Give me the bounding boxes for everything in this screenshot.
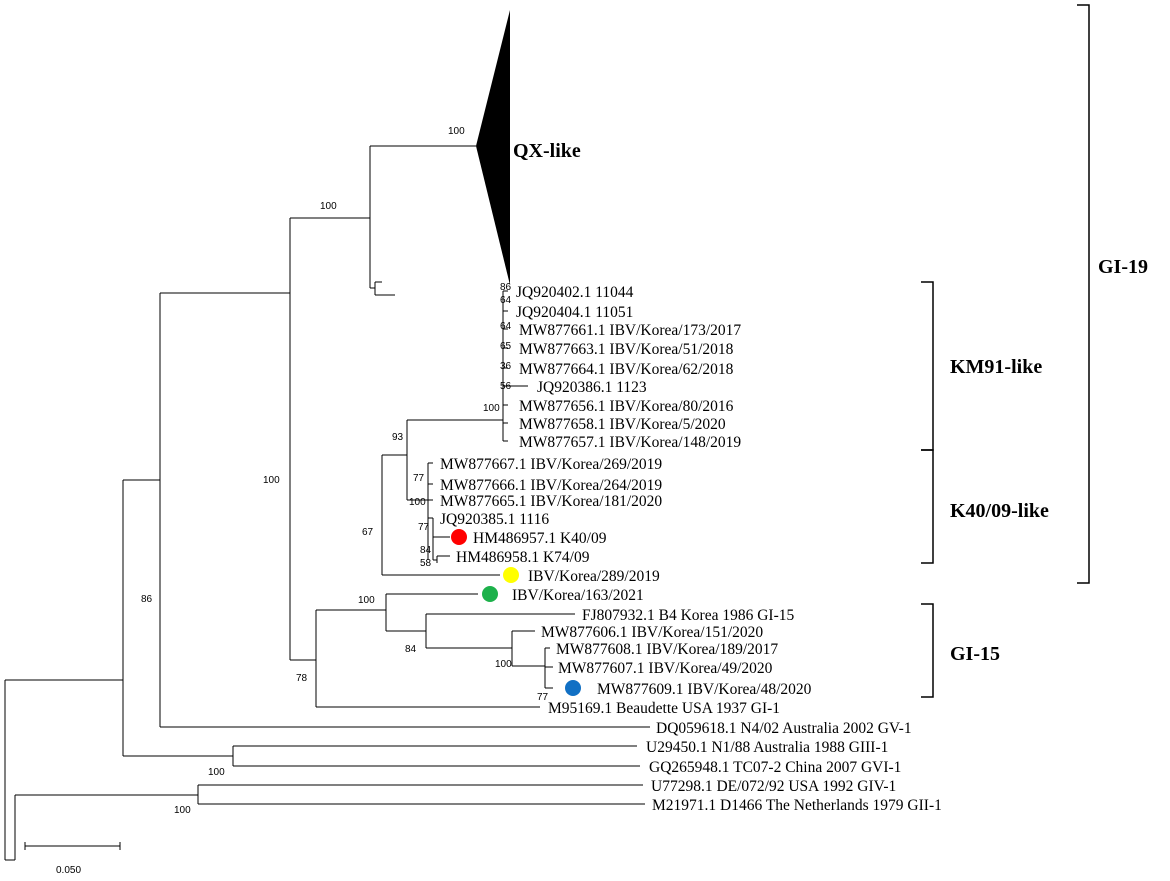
- bootstrap-value: 77: [418, 522, 430, 533]
- tip-label: MW877656.1 IBV/Korea/80/2016: [519, 398, 734, 415]
- bootstrap-value: 86: [500, 282, 512, 293]
- collapsed-clade-label: QX-like: [513, 140, 581, 162]
- tip-label: U77298.1 DE/072/92 USA 1992 GIV-1: [651, 778, 896, 795]
- blue-dot-marker: [565, 680, 581, 696]
- green-dot-marker: [482, 586, 498, 602]
- bootstrap-value: 64: [500, 321, 512, 332]
- bootstrap-value: 100: [263, 475, 280, 486]
- km91-like-label: KM91-like: [950, 356, 1042, 378]
- bootstrap-value: 64: [500, 295, 512, 306]
- tip-label: GQ265948.1 TC07-2 China 2007 GVI-1: [649, 759, 901, 776]
- tip-label: IBV/Korea/289/2019: [528, 568, 660, 585]
- k40-09-like-label: K40/09-like: [950, 500, 1049, 522]
- group-brackets: KM91-like K40/09-like GI-15 GI-19: [921, 4, 1148, 698]
- tip-label: DQ059618.1 N4/02 Australia 2002 GV-1: [656, 720, 912, 737]
- km91-like-bracket: [921, 281, 934, 451]
- bootstrap-values: 86 64 64 65 36 56 100 93 77 100 77 84 58…: [141, 201, 549, 816]
- red-dot-marker: [451, 529, 467, 545]
- bootstrap-value: 77: [413, 473, 425, 484]
- bootstrap-value: 84: [405, 644, 417, 655]
- bootstrap-value: 56: [500, 381, 512, 392]
- bootstrap-value: 100: [495, 659, 512, 670]
- tip-label: JQ920386.1 1123: [537, 379, 647, 396]
- bootstrap-value: 100: [448, 126, 465, 137]
- gi-15-label: GI-15: [950, 643, 1000, 665]
- bootstrap-value: 67: [362, 527, 374, 538]
- tip-label: MW877666.1 IBV/Korea/264/2019: [440, 477, 662, 494]
- tip-label: MW877663.1 IBV/Korea/51/2018: [519, 341, 734, 358]
- tip-label: MW877665.1 IBV/Korea/181/2020: [440, 493, 662, 510]
- tip-label: MW877607.1 IBV/Korea/49/2020: [558, 660, 773, 677]
- tip-label: HM486957.1 K40/09: [473, 530, 607, 547]
- gi-19-label: GI-19: [1098, 256, 1148, 278]
- tip-label: JQ920402.1 11044: [516, 284, 634, 301]
- tip-label: MW877661.1 IBV/Korea/173/2017: [519, 322, 741, 339]
- tip-label: MW877609.1 IBV/Korea/48/2020: [597, 681, 812, 698]
- bootstrap-value: 100: [409, 497, 426, 508]
- bootstrap-value: 84: [420, 545, 432, 556]
- tip-label: JQ920385.1 1116: [440, 511, 549, 528]
- gi-15-bracket: [921, 603, 934, 698]
- bootstrap-value: 100: [208, 767, 225, 778]
- tip-label: MW877657.1 IBV/Korea/148/2019: [519, 434, 741, 451]
- tip-label: MW877667.1 IBV/Korea/269/2019: [440, 456, 662, 473]
- bootstrap-value: 100: [483, 403, 500, 414]
- tip-label: M95169.1 Beaudette USA 1937 GI-1: [548, 700, 780, 717]
- tip-label: MW877608.1 IBV/Korea/189/2017: [556, 641, 778, 658]
- tip-label: MW877606.1 IBV/Korea/151/2020: [541, 624, 763, 641]
- bootstrap-value: 65: [500, 341, 512, 352]
- scale-bar-label: 0.050: [56, 865, 81, 876]
- scale-bar: 0.050: [24, 842, 121, 876]
- tip-labels: JQ920402.1 11044 JQ920404.1 11051 MW8776…: [440, 284, 942, 814]
- bootstrap-value: 100: [358, 595, 375, 606]
- bootstrap-value: 100: [320, 201, 337, 212]
- bootstrap-value: 93: [392, 432, 404, 443]
- bootstrap-value: 77: [537, 692, 549, 703]
- tip-label: JQ920404.1 11051: [516, 304, 633, 321]
- collapsed-clade-triangle: [476, 10, 510, 285]
- tip-label: FJ807932.1 B4 Korea 1986 GI-15: [582, 607, 794, 624]
- tip-label: M21971.1 D1466 The Netherlands 1979 GII-…: [652, 797, 942, 814]
- bootstrap-value: 78: [296, 673, 308, 684]
- bootstrap-value: 86: [141, 594, 153, 605]
- tip-label: HM486958.1 K74/09: [456, 549, 590, 566]
- tip-label: MW877664.1 IBV/Korea/62/2018: [519, 361, 734, 378]
- tip-label: MW877658.1 IBV/Korea/5/2020: [519, 416, 726, 433]
- yellow-dot-marker: [503, 567, 519, 583]
- k40-09-like-bracket: [921, 449, 934, 564]
- bootstrap-value: 100: [174, 805, 191, 816]
- tip-label: IBV/Korea/163/2021: [512, 587, 644, 604]
- bootstrap-value: 58: [420, 558, 432, 569]
- gi-19-bracket: [1077, 4, 1090, 584]
- tip-label: U29450.1 N1/88 Australia 1988 GIII-1: [646, 739, 888, 756]
- bootstrap-value: 36: [500, 361, 512, 372]
- tree-branches: [4, 145, 650, 861]
